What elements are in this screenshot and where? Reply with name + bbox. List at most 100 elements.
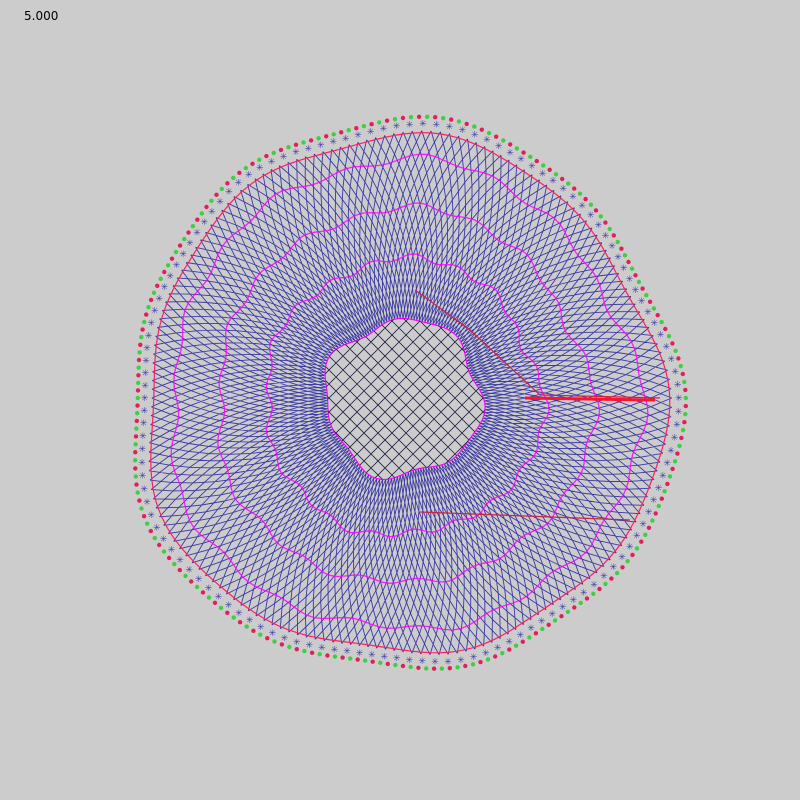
boundary-node: [244, 624, 249, 629]
star-icon: ✳: [587, 211, 595, 221]
star-icon: ✳: [142, 356, 150, 366]
boundary-node: [439, 666, 445, 671]
boundary-node: [152, 535, 157, 541]
boundary-node: [424, 666, 429, 671]
star-icon: ✳: [153, 523, 161, 533]
core-grid-lines: [325, 318, 486, 480]
boundary-node: [258, 632, 263, 637]
star-icon: ✳: [292, 148, 300, 158]
boundary-node: [145, 521, 150, 526]
boundary-node: [148, 528, 153, 534]
boundary-node: [633, 273, 638, 278]
boundary-node: [271, 150, 276, 156]
boundary-node: [392, 117, 398, 122]
star-icon: ✳: [367, 128, 375, 138]
boundary-node: [577, 191, 583, 196]
boundary-node: [607, 226, 612, 232]
star-icon: ✳: [602, 231, 610, 241]
star-icon: ✳: [638, 297, 646, 307]
boundary-node: [619, 246, 624, 251]
boundary-node: [135, 388, 141, 393]
star-icon: ✳: [161, 283, 169, 293]
star-icon: ✳: [406, 120, 414, 130]
crack-line: [524, 396, 656, 402]
star-icon: ✳: [633, 532, 641, 542]
star-icon: ✳: [418, 657, 426, 667]
boundary-node: [135, 403, 140, 408]
boundary-node: [441, 116, 446, 121]
boundary-line: [150, 132, 671, 654]
star-icon: ✳: [208, 207, 216, 217]
boundary-node: [646, 525, 652, 530]
boundary-node: [348, 656, 353, 661]
boundary-node: [675, 451, 680, 456]
core-grid: [324, 317, 486, 481]
boundary-node: [640, 286, 645, 291]
star-icon: ✳: [143, 498, 151, 508]
star-icon: ✳: [235, 609, 243, 619]
boundary-node: [355, 657, 360, 662]
boundary-node: [656, 503, 661, 509]
boundary-node: [611, 233, 616, 238]
boundary-node: [369, 122, 374, 127]
star-icon: ✳: [235, 179, 243, 189]
boundary-node: [659, 319, 664, 325]
star-icon: ✳: [225, 601, 233, 611]
boundary-node: [662, 489, 667, 494]
boundary-node: [609, 576, 614, 581]
star-icon: ✳: [393, 122, 401, 132]
boundary-node: [540, 626, 545, 632]
boundary-node: [541, 163, 546, 168]
star-icon: ✳: [517, 155, 525, 165]
boundary-node: [190, 224, 196, 229]
boundary-node: [470, 662, 476, 667]
boundary-node: [583, 196, 588, 202]
star-icon: ✳: [173, 261, 181, 271]
crack-line: [414, 289, 661, 399]
boundary-node: [667, 474, 673, 479]
boundary-node: [393, 662, 398, 668]
star-icon: ✳: [538, 617, 546, 627]
boundary-node: [472, 124, 477, 129]
boundary-node: [513, 643, 519, 648]
boundary-node: [679, 435, 684, 441]
boundary-node: [286, 145, 291, 150]
time-readout: 5.000: [24, 9, 59, 23]
boundary-node: [162, 269, 167, 275]
star-icon: ✳: [671, 434, 679, 444]
star-icon: ✳: [667, 446, 675, 456]
star-icon: ✳: [673, 421, 681, 431]
star-icon: ✳: [256, 164, 264, 174]
boundary-node: [593, 208, 599, 213]
star-icon: ✳: [380, 125, 388, 135]
boundary-node: [663, 326, 668, 332]
boundary-node: [218, 605, 224, 611]
star-icon: ✳: [644, 308, 652, 318]
boundary-node: [598, 214, 603, 219]
star-icon: ✳: [257, 623, 265, 633]
ring-contour: [170, 153, 649, 631]
star-icon: ✳: [626, 543, 634, 553]
star-icon: ✳: [145, 331, 153, 341]
boundary-node: [507, 647, 512, 652]
boundary-node: [134, 418, 139, 424]
star-icon: ✳: [200, 218, 208, 228]
boundary-node: [139, 506, 144, 511]
boundary-node: [666, 334, 672, 339]
boundary-node: [141, 514, 147, 519]
star-icon: ✳: [380, 652, 388, 662]
boundary-node: [133, 466, 138, 471]
boundary-node: [287, 644, 292, 650]
star-icon: ✳: [147, 511, 155, 521]
boundary-node: [212, 600, 218, 605]
boundary-node: [634, 546, 640, 551]
boundary-node: [672, 459, 678, 464]
star-icon: ✳: [140, 419, 148, 429]
boundary-node: [650, 518, 655, 523]
boundary-node: [494, 134, 499, 139]
star-icon: ✳: [215, 593, 223, 603]
star-icon: ✳: [674, 381, 682, 391]
star-icon: ✳: [195, 575, 203, 585]
star-icon: ✳: [528, 162, 536, 172]
